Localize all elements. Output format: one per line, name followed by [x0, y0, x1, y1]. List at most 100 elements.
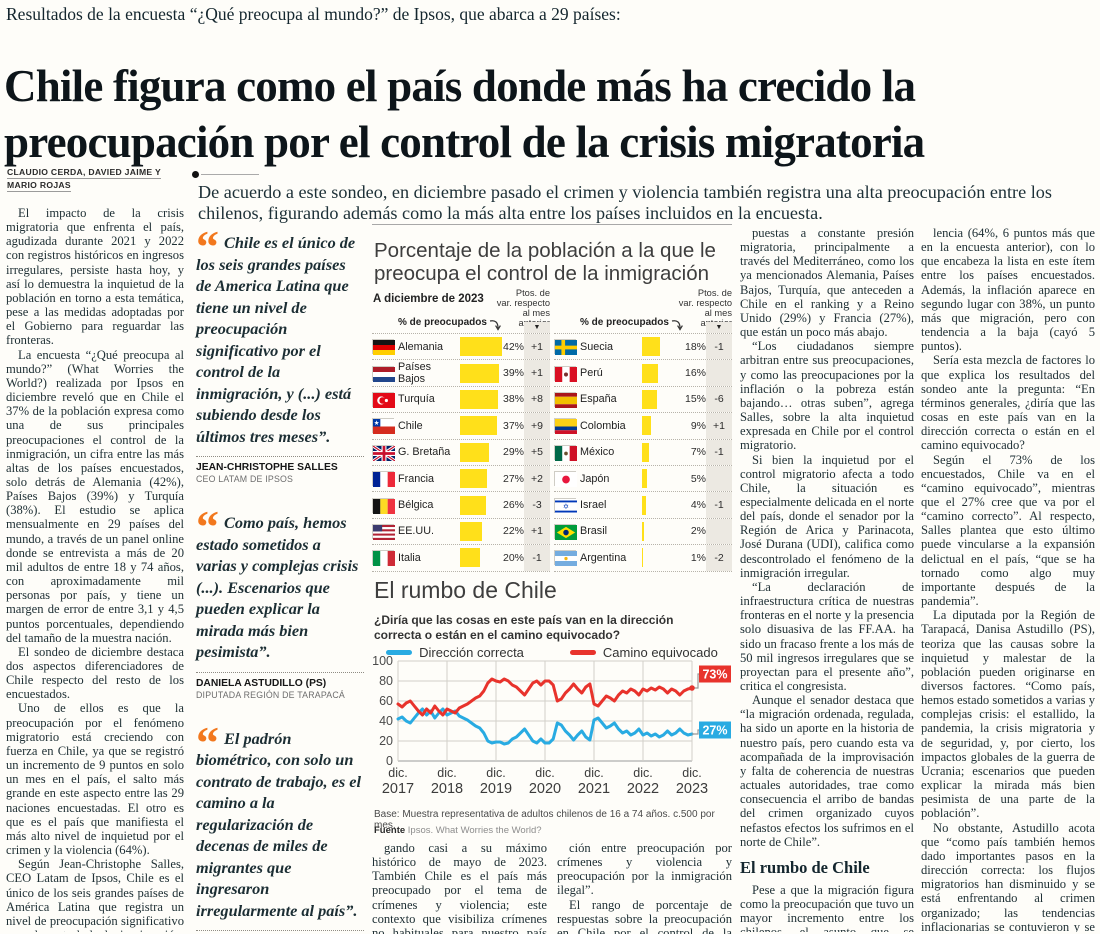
pct-value: 2% — [690, 525, 706, 538]
country-row: ✡ Israel 4% -1 — [554, 491, 732, 518]
byline-line-2: MARIO ROJAS — [7, 180, 71, 192]
svg-text:2022: 2022 — [627, 781, 659, 797]
svg-text:2023: 2023 — [676, 781, 708, 797]
var-value — [706, 465, 732, 492]
flag-icon-se — [554, 339, 577, 356]
pct-value: 9% — [690, 419, 706, 432]
pct-value: 4% — [690, 499, 706, 512]
line-chart-title: El rumbo de Chile — [374, 577, 557, 603]
article-paragraph: El rango de porcentaje de respuestas sob… — [557, 897, 732, 934]
curved-arrow-icon — [671, 320, 683, 331]
down-triangle-icon: ▼ — [706, 322, 732, 333]
svg-text:dic.: dic. — [584, 766, 603, 780]
pct-bar — [642, 337, 660, 357]
line-chart-question: ¿Diría que las cosas en este país van en… — [374, 613, 674, 642]
country-name: EE.UU. — [398, 525, 434, 538]
bar-track — [642, 337, 684, 357]
pct-value: 29% — [502, 446, 524, 459]
flag-icon-es — [554, 391, 577, 408]
svg-text:dic.: dic. — [682, 766, 701, 780]
quote-text: “El padrón biométrico, con solo un contr… — [196, 719, 364, 922]
pct-header-label: % de preocupados — [398, 317, 487, 328]
mini-column-a: gando casi a su máximo histórico de mayo… — [372, 841, 547, 934]
pct-bar — [460, 548, 480, 568]
country-name: Bélgica — [398, 499, 434, 512]
pct-value: 27% — [502, 472, 524, 485]
pct-value: 16% — [684, 367, 706, 380]
flag-icon-pe — [554, 365, 577, 382]
pull-quote: “Como país, hemos estado sometidos a var… — [196, 504, 364, 700]
svg-text:73%: 73% — [702, 668, 727, 682]
article-column-1: El impacto de la crisis migratoria que e… — [6, 206, 184, 932]
var-value — [706, 518, 732, 545]
country-row: Argentina 1% -2 — [554, 544, 732, 571]
pct-value: 37% — [502, 419, 524, 432]
pct-bar — [642, 442, 649, 462]
country-row: EE.UU. 22% +1 — [372, 517, 550, 545]
bar-track — [460, 521, 502, 541]
article-paragraph: ción entre preocupación por crímenes y v… — [557, 841, 732, 898]
country-name: Colombia — [580, 419, 626, 432]
bar-track — [642, 469, 684, 489]
article-paragraph: gando casi a su máximo histórico de mayo… — [372, 841, 547, 934]
red-line-swatch-icon — [569, 650, 596, 655]
country-table-left: A diciembre de 2023 Ptos. de var. respect… — [372, 288, 550, 572]
svg-text:100: 100 — [372, 655, 393, 668]
bar-track — [460, 416, 502, 436]
svg-text:2021: 2021 — [578, 781, 610, 797]
pct-bar — [460, 363, 499, 383]
pct-bar — [460, 416, 497, 436]
article-paragraph: Pese a que la migración figura como la p… — [740, 882, 914, 932]
country-name: Turquía — [398, 393, 435, 406]
quote-body: Como país, hemos estado sometidos a vari… — [196, 513, 359, 661]
country-name: México — [580, 446, 615, 459]
kicker: Resultados de la encuesta “¿Qué preocupa… — [6, 4, 621, 24]
country-row: Turquía 38% +8 — [372, 385, 550, 413]
flag-icon-nl — [372, 365, 395, 382]
byline: CLAUDIO CERDA, DAVIED JAIME Y MARIO ROJA… — [7, 166, 179, 192]
pct-value: 42% — [502, 340, 524, 353]
bar-track — [460, 363, 502, 383]
flag-icon-cl: ★ — [372, 418, 395, 435]
pull-quote-column: “Chile es el único de los seis grandes p… — [196, 224, 364, 932]
article-column-4: puestas a constante presión migratoria, … — [740, 226, 914, 932]
pct-bar — [642, 363, 658, 383]
svg-text:dic.: dic. — [388, 766, 407, 780]
down-triangle-icon: ▼ — [524, 322, 550, 333]
pct-bar — [460, 469, 487, 489]
pct-header-label: % de preocupados — [580, 317, 669, 328]
quote-mark-icon: “ — [196, 221, 219, 272]
var-value: -6 — [706, 386, 732, 413]
quote-body: El padrón biométrico, con solo un contra… — [196, 728, 362, 920]
article-paragraph: Aunque el senador destaca que “la migrac… — [740, 693, 914, 849]
pct-value: 38% — [502, 393, 524, 406]
pct-bar — [460, 521, 482, 541]
quote-body: Chile es el único de los seis grandes pa… — [196, 233, 356, 446]
flag-icon-jp — [554, 471, 577, 488]
svg-text:2019: 2019 — [480, 781, 512, 797]
country-row: ★ Chile 37% +9 — [372, 412, 550, 439]
curved-arrow-icon — [489, 320, 501, 331]
pct-value: 18% — [684, 340, 706, 353]
flag-icon-mx — [554, 444, 577, 461]
pct-bar — [642, 548, 643, 568]
country-row: Alemania 42% +1 — [372, 333, 550, 360]
dotted-rule — [196, 671, 364, 673]
bar-track — [642, 521, 684, 541]
lead-paragraph: De acuerdo a este sondeo, en diciembre p… — [198, 182, 1052, 223]
bullet-dot-icon — [192, 170, 199, 178]
pct-bar — [460, 389, 498, 409]
legend-item-wrong: Camino equivocado — [569, 645, 718, 660]
flag-icon-il: ✡ — [554, 497, 577, 514]
article-paragraph: Si bien la inquietud por el control migr… — [740, 452, 914, 580]
svg-text:★: ★ — [374, 420, 380, 427]
quote-author-role: DIPUTADA REGIÓN DE TARAPACÁ — [196, 689, 345, 700]
var-value: -3 — [524, 492, 550, 518]
dotted-rule — [196, 930, 364, 931]
country-rows-right: Suecia 18% -1 Perú 16% España 15% -6 Colombia 9% +… — [554, 333, 732, 572]
quote-mark-icon: “ — [196, 501, 219, 552]
headline: Chile figura como el país donde más ha c… — [4, 61, 925, 168]
bar-track — [460, 389, 502, 409]
article-paragraph: Uno de ellos es que la preocupación por … — [6, 701, 184, 858]
